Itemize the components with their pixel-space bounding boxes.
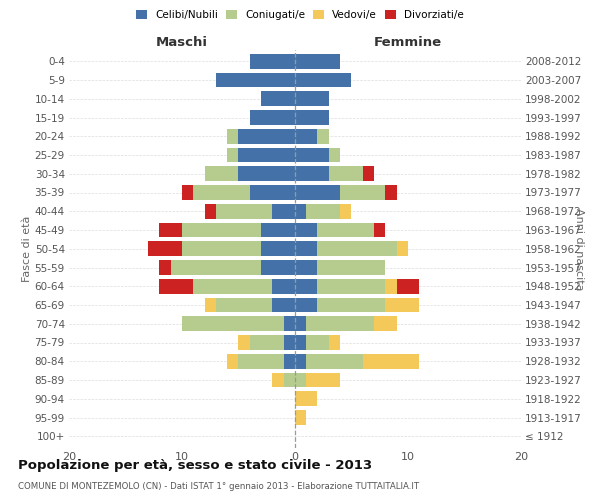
Bar [306, 354, 362, 368]
Bar [238, 166, 295, 181]
Bar [317, 260, 385, 275]
Bar [238, 148, 295, 162]
Bar [295, 410, 306, 425]
Bar [261, 260, 295, 275]
Bar [329, 148, 340, 162]
Text: Femmine: Femmine [374, 36, 442, 49]
Bar [295, 335, 306, 350]
Bar [261, 222, 295, 238]
Bar [182, 185, 193, 200]
Bar [295, 372, 306, 388]
Bar [261, 242, 295, 256]
Bar [397, 242, 408, 256]
Bar [317, 298, 385, 312]
Y-axis label: Fasce di età: Fasce di età [22, 216, 32, 282]
Bar [295, 148, 329, 162]
Text: Maschi: Maschi [156, 36, 208, 49]
Bar [306, 204, 340, 218]
Bar [317, 242, 397, 256]
Bar [160, 279, 193, 293]
Bar [295, 110, 329, 125]
Bar [216, 72, 295, 88]
Bar [205, 166, 238, 181]
Bar [295, 222, 317, 238]
Bar [340, 204, 352, 218]
Bar [329, 166, 362, 181]
Bar [182, 222, 261, 238]
Bar [238, 129, 295, 144]
Bar [227, 129, 238, 144]
Bar [160, 222, 182, 238]
Bar [295, 185, 340, 200]
Text: Popolazione per età, sesso e stato civile - 2013: Popolazione per età, sesso e stato civil… [18, 460, 372, 472]
Bar [317, 222, 374, 238]
Bar [284, 316, 295, 331]
Bar [272, 279, 295, 293]
Bar [295, 260, 317, 275]
Bar [329, 335, 340, 350]
Bar [340, 185, 385, 200]
Bar [295, 129, 317, 144]
Bar [272, 298, 295, 312]
Bar [227, 148, 238, 162]
Bar [272, 372, 284, 388]
Bar [295, 204, 306, 218]
Bar [385, 185, 397, 200]
Bar [295, 298, 317, 312]
Bar [216, 298, 272, 312]
Bar [295, 392, 317, 406]
Bar [306, 316, 374, 331]
Bar [397, 279, 419, 293]
Bar [306, 372, 340, 388]
Bar [295, 279, 317, 293]
Bar [193, 279, 272, 293]
Bar [295, 354, 306, 368]
Bar [295, 72, 352, 88]
Bar [362, 354, 419, 368]
Bar [385, 279, 397, 293]
Bar [284, 354, 295, 368]
Bar [317, 279, 385, 293]
Bar [317, 129, 329, 144]
Bar [160, 260, 170, 275]
Bar [182, 316, 284, 331]
Bar [250, 110, 295, 125]
Bar [374, 222, 385, 238]
Bar [295, 316, 306, 331]
Bar [182, 242, 261, 256]
Bar [216, 204, 272, 218]
Bar [295, 92, 329, 106]
Bar [284, 372, 295, 388]
Bar [261, 92, 295, 106]
Bar [205, 298, 216, 312]
Bar [272, 204, 295, 218]
Bar [193, 185, 250, 200]
Bar [148, 242, 182, 256]
Bar [295, 54, 340, 68]
Legend: Celibi/Nubili, Coniugati/e, Vedovi/e, Divorziati/e: Celibi/Nubili, Coniugati/e, Vedovi/e, Di… [136, 10, 464, 20]
Bar [250, 335, 284, 350]
Bar [362, 166, 374, 181]
Bar [250, 185, 295, 200]
Bar [385, 298, 419, 312]
Bar [295, 242, 317, 256]
Bar [284, 335, 295, 350]
Bar [238, 335, 250, 350]
Bar [205, 204, 216, 218]
Bar [374, 316, 397, 331]
Bar [238, 354, 284, 368]
Text: COMUNE DI MONTEZEMOLO (CN) - Dati ISTAT 1° gennaio 2013 - Elaborazione TUTTAITAL: COMUNE DI MONTEZEMOLO (CN) - Dati ISTAT … [18, 482, 419, 491]
Bar [227, 354, 238, 368]
Bar [295, 166, 329, 181]
Bar [306, 335, 329, 350]
Y-axis label: Anni di nascita: Anni di nascita [574, 208, 584, 290]
Bar [170, 260, 261, 275]
Bar [250, 54, 295, 68]
